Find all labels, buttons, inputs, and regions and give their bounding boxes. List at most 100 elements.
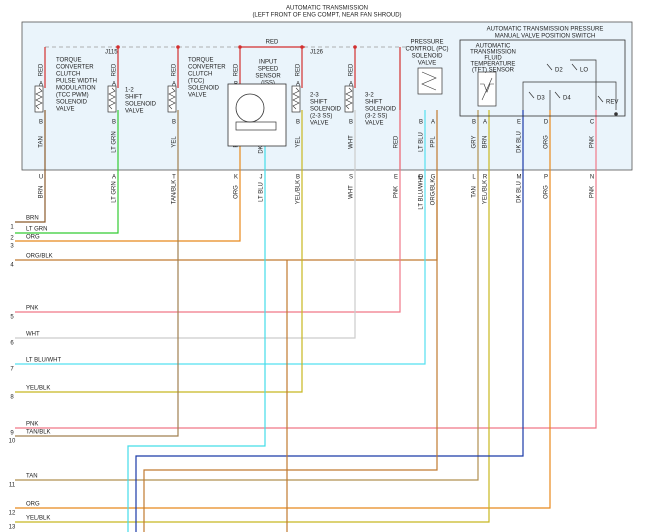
harness-wire — [15, 200, 356, 339]
pin-label: D — [544, 120, 549, 126]
coil — [292, 87, 300, 110]
component-label: (TCC) — [188, 79, 204, 85]
wire-label: RED — [394, 135, 400, 148]
wire-label: GRY — [472, 136, 478, 149]
pin-label: B — [296, 120, 300, 126]
subtitle: (LEFT FRONT OF ENG COMPT, NEAR FAN SHROU… — [252, 13, 401, 19]
harness-wire-label: ORG/BLK — [26, 254, 53, 260]
iss-magnet — [235, 121, 277, 131]
harness-wire — [15, 200, 179, 437]
coil — [345, 87, 353, 110]
component-label: SOLENOID — [188, 86, 220, 92]
harness-wire-label: TAN — [26, 474, 38, 480]
harness-number: 9 — [10, 431, 14, 437]
connector-pin: B — [296, 175, 300, 181]
component-label: PRESSURE — [410, 40, 443, 46]
connector-wire: PNK — [394, 186, 400, 198]
harness-wire-label: YEL/BLK — [26, 386, 50, 392]
component-label: SOLENOID — [365, 107, 397, 113]
wire-label: RED — [296, 63, 302, 76]
connector-pin: D — [419, 175, 424, 181]
component-label: 2-3 — [310, 93, 319, 99]
harness-wire — [143, 200, 438, 532]
harness-number: 7 — [10, 367, 14, 373]
component-label: SHIFT — [125, 95, 143, 101]
harness-wire-label: YEL/BLK — [26, 516, 50, 522]
component-label: VALVE — [365, 121, 383, 127]
switch-contact — [554, 91, 561, 99]
pin-label: B — [112, 120, 116, 126]
wire-label: ORG — [544, 135, 550, 149]
switch-bus — [522, 59, 617, 110]
switch-contact — [571, 63, 578, 71]
solenoid — [34, 85, 44, 113]
wire-label: RED — [349, 63, 355, 76]
coil — [168, 87, 176, 110]
harness-number: 2 — [10, 236, 14, 242]
sensor-label: (TFT) SENSOR — [472, 68, 515, 74]
pin-label: A — [112, 82, 116, 88]
switch-position: REV — [606, 100, 618, 106]
harness-wire-label: BRN — [26, 216, 39, 222]
component-label: SOLENOID — [56, 100, 88, 106]
switch-position: LO — [580, 68, 588, 74]
harness-number: 13 — [9, 525, 16, 531]
pin-label: A — [296, 82, 300, 88]
component-label: CONVERTER — [56, 65, 94, 71]
wire-label: RED — [112, 63, 118, 76]
harness-wire — [15, 200, 303, 393]
component-label: MODULATION — [56, 86, 96, 92]
harness-number: 1 — [10, 225, 14, 231]
connector-wire: LT BLU — [259, 182, 265, 202]
harness-wire-label: ORG — [26, 235, 40, 241]
harness-wire — [15, 200, 119, 234]
harness-number: 11 — [9, 483, 16, 489]
connector-pin: G — [431, 175, 436, 181]
harness-number: 12 — [9, 511, 16, 517]
pin-label: E — [517, 120, 521, 126]
wire-label: YEL — [172, 136, 178, 148]
connector-wire: TAN/BLK — [172, 180, 178, 205]
component-label: TORQUE — [188, 58, 214, 64]
connector-wire: ORG — [234, 185, 240, 199]
pin-label: A — [39, 82, 43, 88]
component-label: (TCC PWM) — [56, 93, 89, 99]
harness-wire — [15, 200, 551, 509]
wire-label: LT BLU — [419, 132, 425, 152]
connector-pin: K — [234, 175, 238, 181]
component-label: (3-2 SS) — [365, 114, 387, 120]
switch-contact — [597, 95, 604, 103]
pin-label: A — [349, 82, 353, 88]
switch-position: D3 — [537, 96, 545, 102]
switch-contact — [528, 91, 535, 99]
component-label: SPEED — [258, 67, 279, 73]
solenoid — [291, 85, 301, 113]
connector-pin: R — [483, 175, 488, 181]
connector-wire: BRN — [39, 186, 45, 199]
connector-pin: J — [260, 175, 263, 181]
harness-wire — [15, 200, 46, 223]
component-label: 3-2 — [365, 93, 374, 99]
wire-label: RED — [172, 63, 178, 76]
harness-wire — [15, 200, 479, 481]
harness-wire — [15, 200, 438, 261]
connector-pin: S — [349, 175, 353, 181]
iss-sensor — [227, 83, 287, 147]
component-label: CONVERTER — [188, 65, 226, 71]
wire-label: YEL — [296, 136, 302, 148]
harness-wire — [15, 200, 241, 242]
pin-label: A — [172, 82, 176, 88]
pin-label: B — [172, 120, 176, 126]
component-label: (2-3 SS) — [310, 114, 332, 120]
connector-pin: E — [394, 175, 398, 181]
harness-wire — [15, 200, 490, 523]
component-label: 1-2 — [125, 88, 134, 94]
harness-wire — [127, 200, 266, 532]
component-label: VALVE — [418, 61, 436, 67]
component-label: CLUTCH — [188, 72, 212, 78]
pin-label: A — [483, 120, 487, 126]
component-label: SHIFT — [365, 100, 383, 106]
component-label: VALVE — [188, 93, 206, 99]
component-label: SOLENOID — [310, 107, 342, 113]
